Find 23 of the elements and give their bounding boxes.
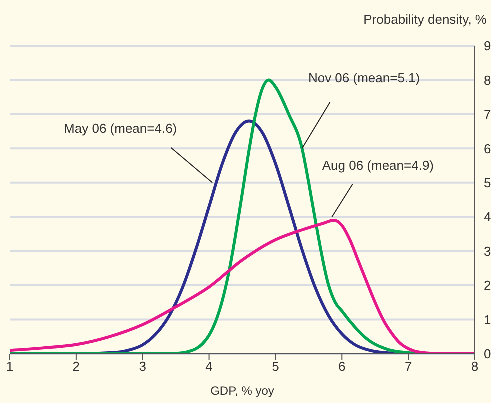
- x-tick-label: 1: [6, 359, 14, 374]
- y-tick-label: 1: [484, 312, 491, 328]
- y-tick-label: 6: [484, 141, 491, 156]
- y-axis-title: Probability density, %: [364, 12, 488, 27]
- annotation: Aug 06 (mean=4.9): [322, 158, 434, 174]
- x-tick-label: 5: [272, 359, 280, 374]
- x-tick-label: 6: [338, 359, 346, 374]
- x-axis-title: GDP, % yoy: [210, 384, 274, 398]
- y-tick-label: 9: [484, 38, 491, 54]
- y-tick-label: 3: [484, 244, 491, 259]
- y-tick-label: 0: [484, 346, 491, 362]
- x-tick-label: 2: [72, 359, 80, 374]
- y-tick-label: 2: [484, 278, 491, 294]
- y-tick-label: 8: [484, 72, 491, 88]
- x-tick-label: 3: [139, 359, 146, 374]
- x-tick-label: 7: [404, 359, 412, 374]
- annotation: Nov 06 (mean=5.1): [308, 70, 420, 86]
- y-tick-label: 7: [484, 107, 491, 122]
- y-tick-label: 5: [484, 176, 491, 191]
- annotation: May 06 (mean=4.6): [64, 120, 178, 136]
- x-tick-label: 4: [206, 359, 213, 374]
- y-tick-label: 4: [484, 210, 491, 225]
- x-tick-label: 8: [471, 359, 479, 374]
